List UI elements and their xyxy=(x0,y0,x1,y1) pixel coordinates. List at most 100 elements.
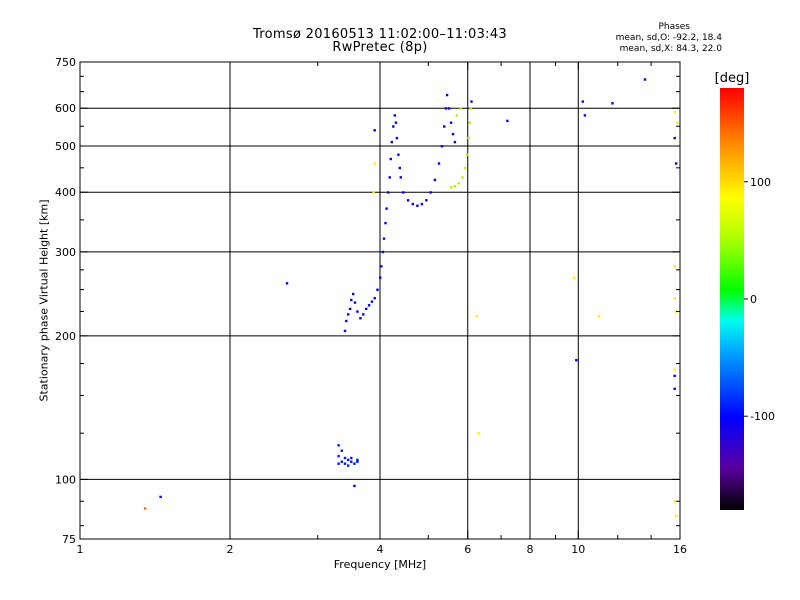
echo-point xyxy=(367,304,371,307)
echo-point xyxy=(597,315,601,318)
echo-point xyxy=(343,329,347,333)
echo-point xyxy=(356,310,359,313)
echo-point xyxy=(402,191,405,194)
echo-point xyxy=(350,460,353,463)
echo-point xyxy=(340,449,343,452)
x-tick-label: 8 xyxy=(527,543,534,556)
echo-point xyxy=(406,199,410,202)
colorbar-tick-label: 100 xyxy=(750,176,771,189)
echo-point xyxy=(459,107,462,110)
echo-point xyxy=(397,153,400,156)
echo-point xyxy=(674,162,678,165)
echo-point xyxy=(340,460,343,463)
echo-point xyxy=(362,313,365,316)
colorbar-tick-label: -100 xyxy=(750,410,775,423)
echo-point xyxy=(477,432,480,435)
echo-point xyxy=(444,107,448,110)
echo-point xyxy=(392,125,395,128)
phases-title: Phases xyxy=(658,22,690,32)
echo-point xyxy=(384,221,387,225)
y-tick-label: 300 xyxy=(55,246,76,259)
echo-point xyxy=(469,107,472,110)
x-tick-label: 4 xyxy=(377,543,384,556)
x-tick-label: 16 xyxy=(673,543,687,556)
echo-point xyxy=(343,462,347,465)
echo-point xyxy=(676,121,679,124)
echo-point xyxy=(470,100,473,103)
echo-point xyxy=(376,288,379,291)
series-o-mode-f1-trace xyxy=(343,114,402,333)
echo-point xyxy=(453,140,457,144)
echo-point xyxy=(643,78,647,81)
echo-point xyxy=(343,456,347,460)
echo-point xyxy=(447,107,451,110)
echo-point xyxy=(466,153,469,156)
phase-colorbar: [deg] 100 0 -100 xyxy=(715,71,775,510)
echo-point xyxy=(382,237,386,240)
colorbar-tick-label: 0 xyxy=(750,293,757,306)
echo-point xyxy=(370,300,374,303)
echo-point xyxy=(373,129,376,132)
echo-point xyxy=(449,186,453,189)
echo-point xyxy=(365,307,368,311)
x-tick-label: 1 xyxy=(77,543,84,556)
echo-point xyxy=(673,110,676,114)
y-tick-label: 200 xyxy=(55,330,76,343)
echo-point xyxy=(347,464,350,467)
y-tick-label: 750 xyxy=(55,56,76,69)
echo-point xyxy=(388,176,391,179)
echo-point xyxy=(159,495,162,499)
echo-point xyxy=(673,500,676,503)
echo-point xyxy=(673,368,676,371)
echo-point xyxy=(352,292,355,296)
echo-point xyxy=(394,121,398,124)
colorbar-ticks: 100 0 -100 xyxy=(744,176,775,423)
y-tick-label: 500 xyxy=(55,140,76,153)
echo-point xyxy=(445,93,449,97)
echo-point xyxy=(143,507,147,510)
x-axis-label: Frequency [MHz] xyxy=(333,558,427,571)
echo-point xyxy=(350,298,353,302)
x-tick-label: 2 xyxy=(227,543,234,556)
echo-point xyxy=(348,307,352,311)
echo-point xyxy=(387,191,390,194)
echo-point xyxy=(674,514,678,517)
x-tick-label: 6 xyxy=(464,543,471,556)
chart-title-line1: Tromsø 20160513 11:02:00–11:03:43 xyxy=(252,27,508,42)
echo-point xyxy=(572,276,576,279)
echo-point xyxy=(359,317,362,320)
echo-point xyxy=(347,313,350,316)
echo-point xyxy=(390,140,393,144)
echo-point xyxy=(611,102,614,105)
series-low-frequency-echo xyxy=(143,507,147,510)
echo-point xyxy=(443,125,446,128)
echo-point xyxy=(581,100,584,103)
echo-point xyxy=(455,114,458,117)
echo-point xyxy=(380,265,383,268)
echo-point xyxy=(673,265,676,268)
echo-point xyxy=(440,145,444,148)
y-tick-label: 75 xyxy=(62,533,76,546)
echo-point xyxy=(347,458,350,462)
colorbar-label: [deg] xyxy=(715,71,750,86)
echo-point xyxy=(285,282,289,285)
echo-point xyxy=(463,166,467,170)
echo-point xyxy=(356,458,359,462)
grid-lines xyxy=(80,62,680,539)
echo-point xyxy=(449,121,453,124)
echo-point xyxy=(337,454,340,458)
echo-point xyxy=(433,178,437,182)
echo-point xyxy=(381,250,385,254)
echo-point xyxy=(389,157,392,161)
echo-point xyxy=(345,319,348,323)
series-x-mode-trace xyxy=(449,107,472,189)
y-tick-label: 400 xyxy=(55,186,76,199)
echo-point xyxy=(475,315,478,318)
echo-point xyxy=(398,166,401,170)
y-tick-label: 100 xyxy=(55,473,76,486)
echo-point xyxy=(337,462,340,465)
phases-o-stats: mean, sd,O: -92.2, 18.4 xyxy=(615,33,722,43)
series-scattered-x-echoes xyxy=(372,110,679,517)
phases-x-stats: mean, sd,X: 84.3, 22.0 xyxy=(619,44,722,54)
